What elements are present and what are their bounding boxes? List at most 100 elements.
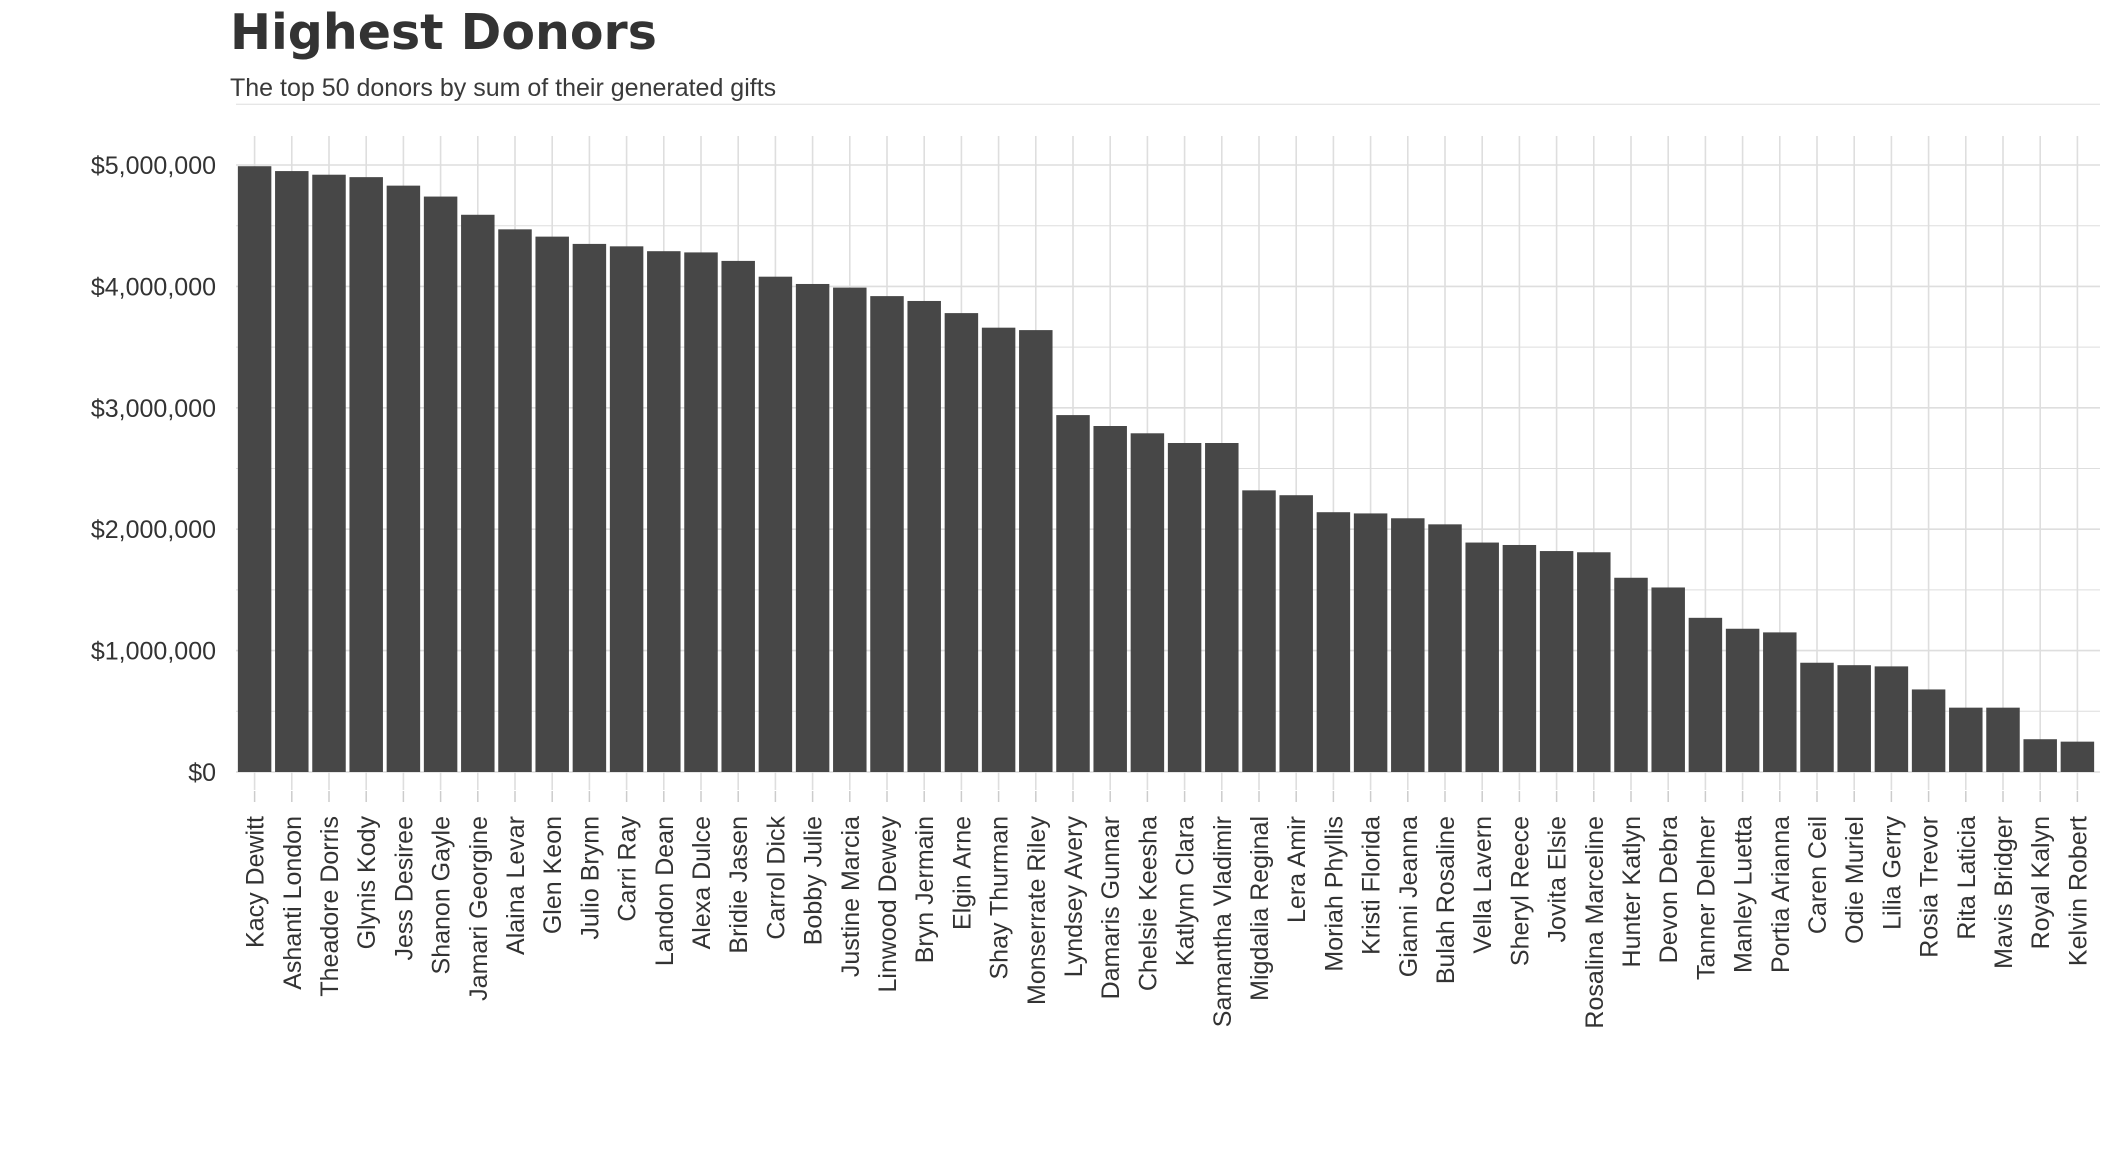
x-tick-label: Tanner Delmer [1692, 816, 1720, 980]
x-tick-label: Chelsie Keesha [1134, 816, 1162, 991]
x-tick-label: Portia Arianna [1767, 816, 1795, 973]
x-tick-label: Bulah Rosaline [1432, 816, 1460, 984]
x-tick-label: Bobby Julie [800, 816, 828, 945]
x-tick-label: Mavis Bridger [1990, 816, 2018, 969]
x-tick-label: Caren Ceil [1804, 816, 1832, 934]
x-tick-label: Katlynn Clara [1172, 816, 1200, 966]
x-tick-label: Glynis Kody [353, 816, 381, 950]
bar [647, 251, 681, 773]
x-tick-label: Monserrate Riley [1023, 816, 1051, 1005]
bar [721, 260, 755, 772]
x-tick-label: Royal Kalyn [2027, 816, 2055, 949]
x-tick-label: Alexa Dulce [688, 816, 716, 949]
x-tick-label: Jamari Georgine [465, 816, 493, 1001]
bar [1130, 433, 1165, 772]
x-tick-label: Lera Amir [1283, 816, 1311, 923]
bar [386, 185, 421, 772]
bar [1986, 707, 2020, 772]
y-tick-label: $2,000,000 [91, 516, 216, 544]
chart-subtitle: The top 50 donors by sum of their genera… [230, 74, 777, 102]
chart-title: Highest Donors [230, 4, 657, 61]
bar [1614, 577, 1648, 772]
x-tick-label: Linwood Dewey [874, 816, 902, 993]
bar [609, 246, 644, 772]
bar [1316, 512, 1351, 772]
x-tick-label: Lyndsey Avery [1060, 816, 1088, 978]
bar [2023, 739, 2057, 772]
bar [1056, 415, 1090, 772]
x-tick-label: Landon Dean [651, 816, 679, 966]
bar [1874, 666, 1909, 772]
y-tick-label: $5,000,000 [91, 152, 216, 180]
bar [1093, 426, 1127, 772]
bar [2060, 741, 2095, 772]
x-tick-label: Alaina Levar [502, 816, 530, 955]
bar [1725, 628, 1760, 772]
bar [1279, 495, 1313, 772]
bar [795, 283, 830, 772]
bar [498, 229, 532, 773]
bar [944, 313, 979, 772]
bar [1688, 617, 1723, 772]
bar [907, 300, 941, 772]
bar [1949, 707, 1983, 772]
x-tick-label: Shay Thurman [986, 816, 1014, 980]
bar [1167, 443, 1202, 772]
x-tick-label: Odie Muriel [1841, 816, 1869, 944]
x-tick-label: Moriah Phyllis [1320, 816, 1348, 972]
bar [312, 174, 346, 772]
x-tick-label: Vella Lavern [1469, 816, 1497, 954]
x-tick-label: Jess Desiree [390, 816, 418, 961]
x-tick-label: Hunter Katlyn [1618, 816, 1646, 967]
y-tick-label: $1,000,000 [91, 638, 216, 666]
x-tick-label: Rosalina Marceline [1581, 816, 1609, 1029]
bar [1465, 542, 1499, 772]
x-tick-label: Bryn Jermain [911, 816, 939, 963]
bar [833, 287, 867, 772]
bar [1019, 330, 1053, 772]
x-tick-label: Manley Luetta [1730, 816, 1758, 973]
x-tick-label: Lilia Gerry [1878, 816, 1906, 930]
bar [237, 166, 272, 773]
x-tick-label: Bridie Jasen [725, 816, 753, 954]
x-tick-label: Carrol Dick [762, 816, 790, 940]
x-tick-label: Samantha Vladimir [1209, 816, 1237, 1027]
x-tick-label: Ashanti London [279, 816, 307, 990]
x-tick-label: Migdalia Reginal [1246, 816, 1274, 1001]
x-tick-label: Glen Keon [539, 816, 567, 934]
x-tick-label: Carri Ray [614, 816, 642, 922]
bar [870, 296, 904, 772]
bar [535, 236, 569, 773]
bar [981, 327, 1016, 772]
x-tick-label: Shanon Gayle [428, 816, 456, 974]
x-tick-label: Gianni Jeanna [1395, 816, 1423, 977]
bar [349, 177, 383, 772]
bar [1837, 665, 1871, 772]
x-tick-label: Kelvin Robert [2064, 816, 2092, 966]
bar [684, 252, 718, 772]
bar [423, 196, 458, 773]
x-tick-label: Jovita Elsie [1544, 816, 1572, 942]
x-tick-label: Justine Marcia [837, 816, 865, 977]
bar [1205, 443, 1239, 772]
x-tick-label: Rosia Trevor [1916, 816, 1944, 958]
x-tick-label: Devon Debra [1655, 816, 1683, 963]
x-tick-label: Elgin Arne [948, 816, 976, 930]
x-tick-label: Sheryl Reece [1506, 816, 1534, 966]
bar [1242, 490, 1276, 772]
bar [275, 171, 309, 772]
bar [758, 276, 793, 772]
bar [1800, 662, 1834, 772]
bar [1763, 632, 1797, 772]
x-tick-label: Theadore Dorris [316, 816, 344, 997]
bar [1911, 689, 1946, 772]
y-tick-label: $4,000,000 [91, 273, 216, 301]
bar [1539, 551, 1574, 772]
y-tick-label: $0 [188, 759, 216, 787]
bar [461, 214, 495, 773]
bar [572, 243, 607, 772]
x-tick-label: Damaris Gunnar [1097, 816, 1125, 999]
bar [1353, 513, 1388, 772]
x-tick-label: Kacy Dewitt [242, 816, 270, 948]
